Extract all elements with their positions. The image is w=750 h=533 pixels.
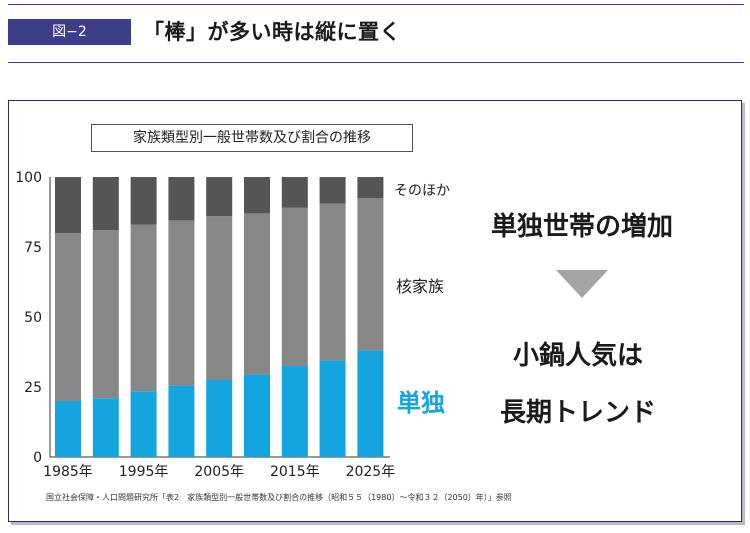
label-single: 単独: [397, 389, 445, 417]
y-tick-label: 0: [33, 450, 42, 466]
bar-segment-単独: [206, 380, 233, 457]
y-tick-label: 75: [24, 240, 42, 256]
bar-segment-核家族: [244, 213, 270, 375]
bar-segment-そのほか: [281, 177, 308, 208]
bar-segment-核家族: [357, 198, 384, 351]
y-tick-label: 100: [15, 170, 42, 186]
bar-segment-そのほか: [168, 177, 195, 221]
bar-segment-核家族: [130, 224, 157, 392]
bar-segment-そのほか: [206, 177, 233, 217]
figure-label: 図−2: [8, 19, 131, 45]
bar-segment-そのほか: [319, 177, 346, 204]
bar-segment-核家族: [168, 220, 195, 386]
label-nuclear-family: 核家族: [396, 277, 445, 296]
x-tick-label: 2005年: [194, 464, 244, 480]
bar-segment-単独: [168, 385, 195, 457]
callout-long-trend: 長期トレンド: [499, 398, 656, 428]
chart-title: 家族類型別一般世帯数及び割合の推移: [91, 124, 413, 152]
bar-segment-そのほか: [92, 177, 119, 231]
top-rule: [8, 4, 744, 5]
bar-segment-核家族: [319, 203, 346, 361]
x-tick-label: 1985年: [43, 464, 93, 480]
y-tick-label: 25: [24, 380, 42, 396]
x-tick-label: 1995年: [119, 464, 169, 480]
page-title: 「棒」が多い時は縦に置く: [143, 20, 401, 44]
callout-single-increase: 単独世帯の増加: [490, 212, 673, 242]
x-tick-label: 2015年: [270, 464, 320, 480]
bar-segment-単独: [357, 350, 384, 457]
bar-segment-単独: [281, 366, 308, 457]
bar-segment-そのほか: [357, 177, 384, 198]
bar-segment-単独: [319, 360, 346, 457]
bar-segment-核家族: [92, 230, 119, 399]
bar-segment-そのほか: [244, 177, 270, 214]
source-note: 国立社会保障・人口問題研究所「表2 家族類型別一般世帯数及び割合の推移（昭和５５…: [46, 493, 512, 502]
bar-segment-核家族: [55, 233, 81, 401]
x-tick-label: 2025年: [346, 464, 396, 480]
callout-small-pot: 小鍋人気は: [512, 341, 643, 371]
bar-segment-そのほか: [130, 177, 157, 225]
y-tick-label: 50: [24, 310, 42, 326]
down-arrow-icon: [556, 270, 608, 298]
bar-segment-単独: [244, 374, 270, 457]
title-rule: [8, 62, 744, 63]
label-other: そのほか: [394, 183, 450, 199]
bar-segment-単独: [130, 391, 157, 457]
bar-segment-単独: [55, 401, 81, 457]
bar-segment-核家族: [281, 207, 308, 366]
bar-segment-核家族: [206, 216, 233, 380]
bar-segment-単独: [92, 398, 119, 457]
bar-segment-そのほか: [55, 177, 81, 233]
